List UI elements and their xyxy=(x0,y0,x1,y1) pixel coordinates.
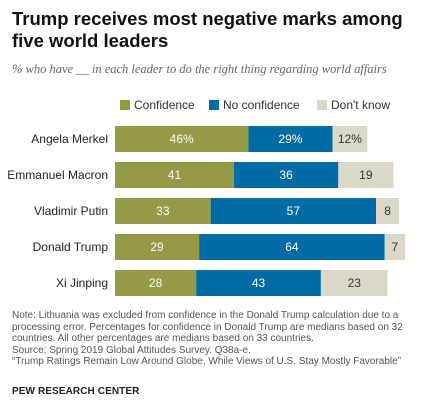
data-label-1-3: 64 xyxy=(285,240,299,254)
category-label-0: Angela Merkel xyxy=(31,132,108,146)
data-label-2-3: 7 xyxy=(392,240,399,254)
data-label-0-0: 46% xyxy=(170,132,194,146)
legend-swatch-1 xyxy=(209,100,219,110)
chart-notes: Note: Lithuania was excluded from confid… xyxy=(12,310,440,368)
data-label-0-3: 29 xyxy=(150,240,164,254)
data-label-1-2: 57 xyxy=(287,204,301,218)
legend-label-2: Don't know xyxy=(331,98,390,112)
category-label-3: Donald Trump xyxy=(33,240,109,254)
brand-logo-text: PEW RESEARCH CENTER xyxy=(12,386,140,397)
chart-title: Trump receives most negative marks among… xyxy=(12,8,403,51)
source-line: Source: Spring 2019 Global Attitudes Sur… xyxy=(12,344,251,356)
bar-seg-0-2 xyxy=(115,198,211,224)
chart-subtitle: % who have __ in each leader to do the r… xyxy=(12,62,387,76)
legend-swatch-2 xyxy=(317,100,327,110)
note-line: countries. All other percentages are med… xyxy=(12,333,314,345)
bar-seg-1-2 xyxy=(210,198,376,224)
legend-swatch-0 xyxy=(120,100,130,110)
bar-seg-2-1 xyxy=(338,162,394,188)
bar-seg-1-0 xyxy=(248,126,333,152)
bar-seg-2-0 xyxy=(332,126,368,152)
bar-seg-0-0 xyxy=(115,126,249,152)
bar-seg-0-4 xyxy=(115,270,197,296)
category-label-4: Xi Jinping xyxy=(56,276,108,290)
legend-label-0: Confidence xyxy=(134,98,195,112)
data-label-0-4: 28 xyxy=(149,276,163,290)
report-title-line: “Trump Ratings Remain Low Around Globe, … xyxy=(12,356,402,368)
bar-seg-1-1 xyxy=(233,162,339,188)
bar-seg-2-3 xyxy=(384,234,405,260)
note-line: Note: Lithuania was excluded from confid… xyxy=(12,310,399,321)
legend-label-1: No confidence xyxy=(223,98,300,112)
data-label-0-1: 41 xyxy=(168,168,182,182)
bar-seg-1-3 xyxy=(199,234,385,260)
data-label-1-1: 36 xyxy=(279,168,293,182)
stacked-bar-chart: Confidence No confidence Don't know Angela … xyxy=(7,98,405,296)
note-line: processing error. Percentages for confid… xyxy=(12,321,403,333)
bar-seg-2-4 xyxy=(320,270,388,296)
bar-seg-0-1 xyxy=(115,162,234,188)
data-label-0-2: 33 xyxy=(156,204,170,218)
data-label-2-1: 19 xyxy=(359,168,373,182)
data-label-2-0: 12% xyxy=(338,132,362,146)
category-label-2: Vladimir Putin xyxy=(34,204,108,218)
bar-seg-2-2 xyxy=(376,198,400,224)
data-label-1-0: 29% xyxy=(278,132,302,146)
category-label-1: Emmanuel Macron xyxy=(7,168,108,182)
bar-seg-1-4 xyxy=(196,270,321,296)
data-label-2-2: 8 xyxy=(384,204,391,218)
data-label-1-4: 43 xyxy=(252,276,266,290)
data-label-2-4: 23 xyxy=(348,276,362,290)
bar-seg-0-3 xyxy=(115,234,200,260)
